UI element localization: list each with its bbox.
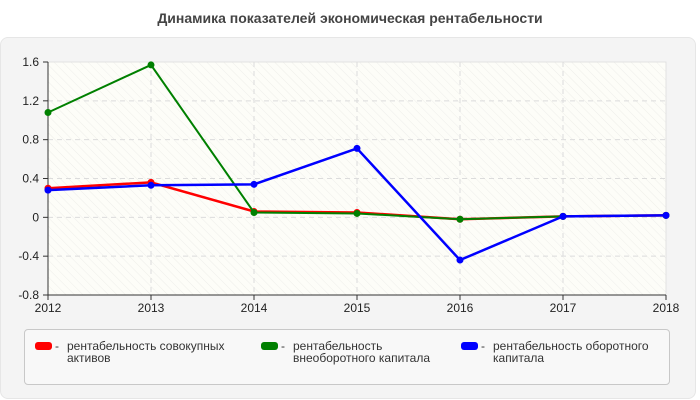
y-tick-label: 1.6 [22, 55, 39, 69]
y-tick-label: 1.2 [22, 94, 39, 108]
data-series [44, 61, 670, 264]
blue-swatch-icon [461, 342, 478, 350]
legend: - рентабельность совокупных активов - ре… [24, 329, 670, 385]
data-point[interactable] [44, 108, 52, 116]
data-point[interactable] [559, 212, 567, 220]
data-point[interactable] [250, 208, 258, 216]
data-point[interactable] [44, 186, 52, 194]
x-tick-label: 2014 [241, 301, 268, 315]
x-tick-label: 2018 [653, 301, 680, 315]
x-tick-label: 2016 [447, 301, 474, 315]
chart-title: Динамика показателей экономическая рента… [157, 10, 543, 26]
x-tick-label: 2017 [550, 301, 577, 315]
y-tick-label: 0.4 [22, 172, 39, 186]
data-point[interactable] [147, 61, 155, 69]
x-tick-label: 2013 [138, 301, 165, 315]
y-tick-label: -0.4 [18, 249, 39, 263]
x-tick-label: 2012 [35, 301, 62, 315]
data-point[interactable] [456, 256, 464, 264]
red-swatch-icon [35, 342, 52, 350]
series-line [44, 144, 670, 264]
data-point[interactable] [456, 215, 464, 223]
y-tick-label: 0.8 [22, 133, 39, 147]
data-point[interactable] [147, 181, 155, 189]
data-point[interactable] [250, 180, 258, 188]
data-point[interactable] [353, 209, 361, 217]
grid-lines [48, 62, 666, 295]
y-tick-label: -0.8 [18, 288, 39, 302]
y-tick-label: 0 [32, 210, 39, 224]
data-point[interactable] [353, 144, 361, 152]
green-swatch-icon [261, 342, 278, 350]
data-point[interactable] [662, 211, 670, 219]
x-tick-label: 2015 [344, 301, 371, 315]
